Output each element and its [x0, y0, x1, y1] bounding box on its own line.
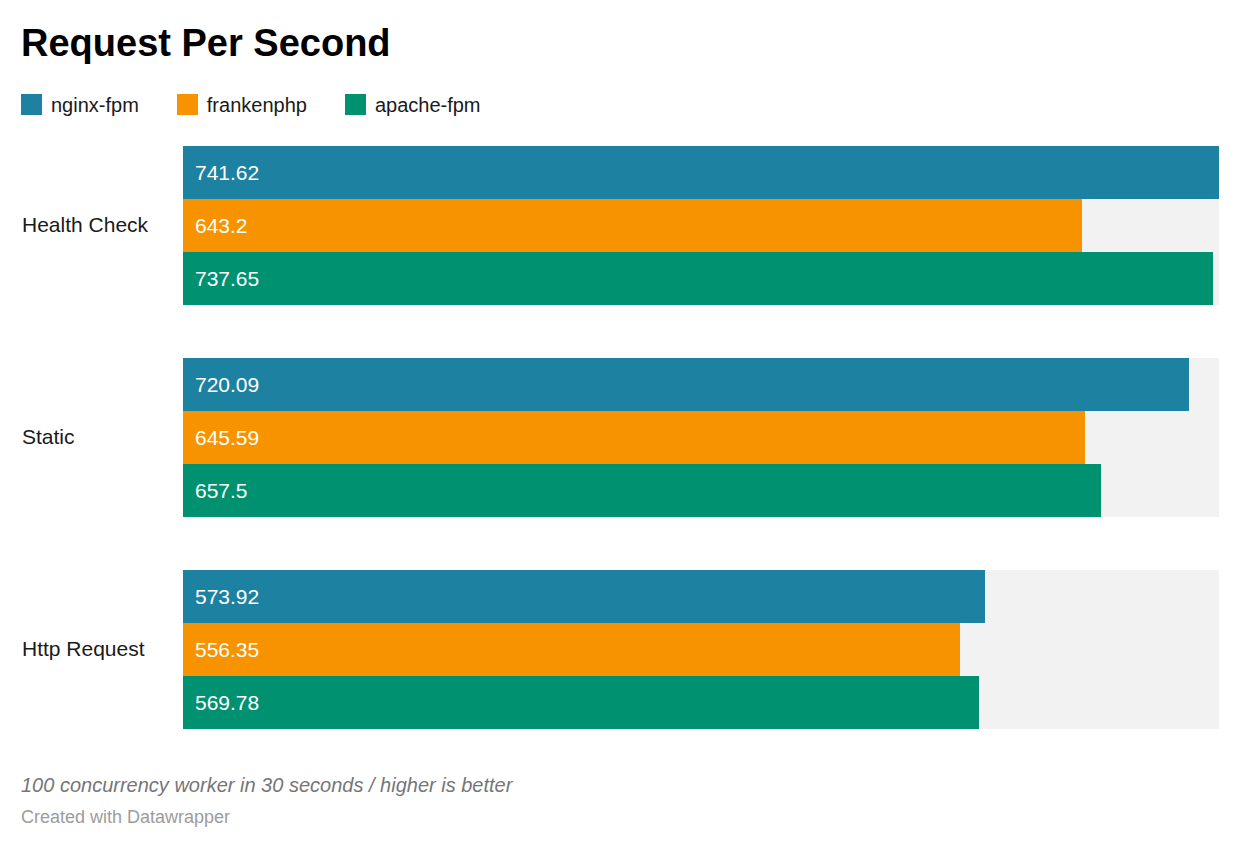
category-label: Static	[21, 358, 183, 517]
category-label: Http Request	[21, 570, 183, 729]
legend-swatch	[345, 94, 366, 115]
legend-swatch	[21, 94, 42, 115]
chart-footer: 100 concurrency worker in 30 seconds / h…	[21, 774, 1219, 828]
chart-note: 100 concurrency worker in 30 seconds / h…	[21, 774, 1219, 797]
datawrapper-credit: Created with Datawrapper	[21, 807, 1219, 828]
bar-frankenphp: 643.2	[183, 199, 1082, 252]
bar-nginx-fpm: 720.09	[183, 358, 1189, 411]
bar-value-label: 556.35	[195, 639, 259, 660]
bar-group: Http Request 573.92 556.35 569.78	[21, 570, 1219, 729]
bar-frankenphp: 556.35	[183, 623, 960, 676]
legend-label: apache-fpm	[375, 95, 481, 115]
bar-row: 556.35	[183, 623, 1219, 676]
bar-track: 573.92 556.35 569.78	[183, 570, 1219, 729]
bar-row: 573.92	[183, 570, 1219, 623]
bar-row: 645.59	[183, 411, 1219, 464]
bar-row: 741.62	[183, 146, 1219, 199]
bar-row: 643.2	[183, 199, 1219, 252]
legend: nginx-fpm frankenphp apache-fpm	[21, 92, 1219, 118]
bar-row: 569.78	[183, 676, 1219, 729]
bar-value-label: 741.62	[195, 162, 259, 183]
bar-row: 720.09	[183, 358, 1219, 411]
category-label: Health Check	[21, 146, 183, 305]
chart-page: Request Per Second nginx-fpm frankenphp ap…	[0, 0, 1240, 860]
bar-apache-fpm: 657.5	[183, 464, 1101, 517]
bar-value-label: 720.09	[195, 374, 259, 395]
bar-track: 720.09 645.59 657.5	[183, 358, 1219, 517]
bar-value-label: 569.78	[195, 692, 259, 713]
bar-group: Static 720.09 645.59 657.5	[21, 358, 1219, 517]
legend-swatch	[177, 94, 198, 115]
bar-row: 737.65	[183, 252, 1219, 305]
bar-apache-fpm: 569.78	[183, 676, 979, 729]
bar-track: 741.62 643.2 737.65	[183, 146, 1219, 305]
bar-frankenphp: 645.59	[183, 411, 1085, 464]
bar-value-label: 645.59	[195, 427, 259, 448]
bar-nginx-fpm: 573.92	[183, 570, 985, 623]
legend-label: frankenphp	[207, 95, 307, 115]
bar-row: 657.5	[183, 464, 1219, 517]
bar-chart: Health Check741.62643.2737.65Static720.0…	[21, 146, 1219, 729]
bar-value-label: 737.65	[195, 268, 259, 289]
bar-apache-fpm: 737.65	[183, 252, 1213, 305]
bar-nginx-fpm: 741.62	[183, 146, 1219, 199]
legend-item-nginx-fpm: nginx-fpm	[21, 94, 139, 115]
bar-value-label: 643.2	[195, 215, 248, 236]
chart-title: Request Per Second	[21, 22, 1219, 66]
legend-label: nginx-fpm	[51, 95, 139, 115]
legend-item-apache-fpm: apache-fpm	[345, 94, 481, 115]
legend-item-frankenphp: frankenphp	[177, 94, 307, 115]
bar-value-label: 573.92	[195, 586, 259, 607]
bar-group: Health Check 741.62 643.2 737.65	[21, 146, 1219, 305]
bar-value-label: 657.5	[195, 480, 248, 501]
